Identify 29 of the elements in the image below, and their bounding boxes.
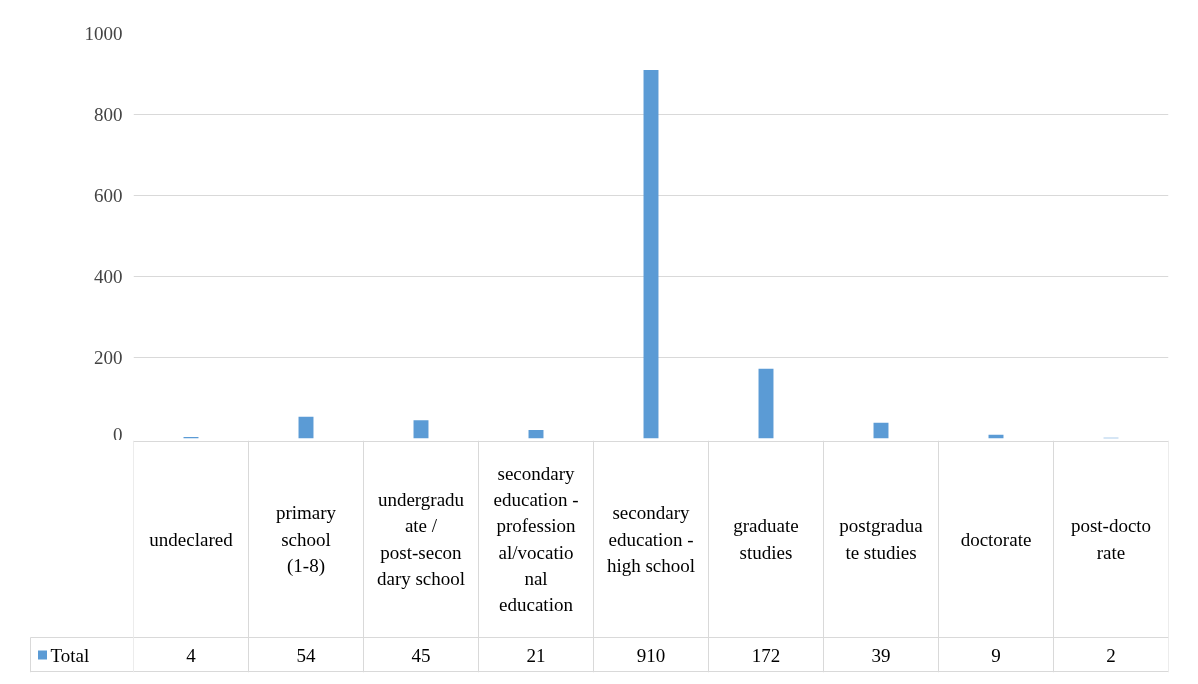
y-tick-label: 600 [94, 185, 123, 206]
data-label: 172 [751, 644, 781, 666]
x-tick-label: post-doctorate [1070, 515, 1152, 563]
x-tick-label: secondary education - high school [606, 502, 696, 576]
x-tick-label: undergraduate / post-secondary school [376, 489, 466, 589]
x-tick-label: secondary education - professional/vocational education [493, 462, 579, 616]
bar [298, 416, 314, 439]
data-label: 39 [871, 644, 891, 666]
y-tick-label: 800 [94, 104, 123, 125]
x-tick-label: postgraduate studies [839, 515, 924, 563]
data-label: 45 [411, 644, 431, 666]
data-label: 9 [991, 644, 1001, 666]
bar [758, 368, 774, 439]
y-tick-label: 1000 [84, 23, 123, 44]
bar [643, 69, 659, 439]
data-label: 910 [636, 644, 666, 666]
x-tick-label: graduate studies [733, 515, 799, 563]
data-label: 21 [526, 644, 546, 666]
x-tick-label: primary school (1-8) [275, 502, 337, 577]
x-tick-label: undeclared [149, 528, 234, 550]
data-label: 54 [296, 644, 316, 666]
bar [413, 420, 429, 439]
data-label: 4 [186, 644, 197, 666]
y-tick-label: 200 [94, 347, 123, 368]
y-tick-label: 400 [94, 266, 123, 287]
data-label: 2 [1106, 644, 1116, 666]
legend-label: Total [50, 644, 90, 666]
x-tick-label: doctorate [960, 528, 1032, 550]
y-tick-label: 0 [113, 423, 123, 445]
